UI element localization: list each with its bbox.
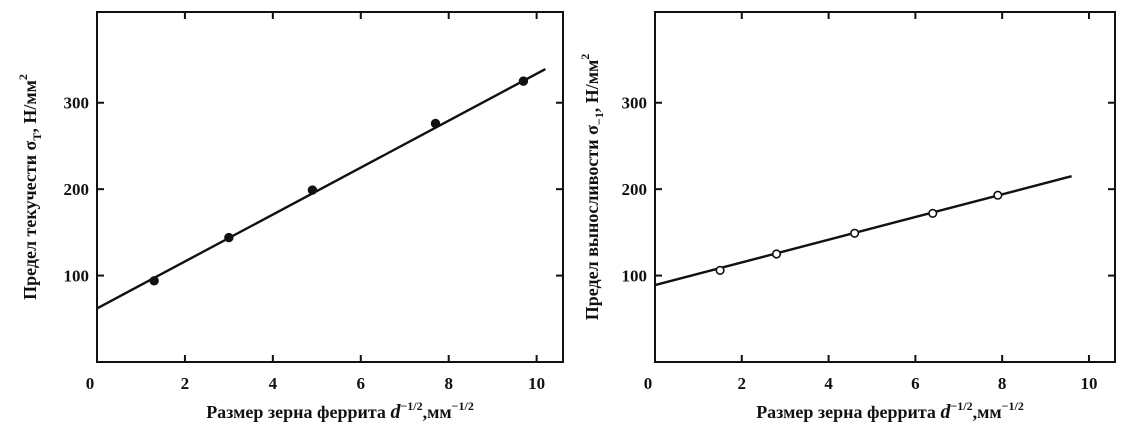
- x-tick-label: 6: [357, 374, 366, 393]
- data-point: [993, 190, 1003, 200]
- x-axis-label-variable-exponent: −1/2: [400, 399, 422, 413]
- x-axis-label-main: Размер зерна феррита: [206, 402, 390, 422]
- y-axis-label-superscript: 2: [16, 74, 30, 80]
- x-tick-label: 8: [444, 374, 453, 393]
- y-axis-label: Предел текучести σT, Н/мм2: [16, 74, 44, 300]
- x-axis-label-variable: d: [940, 401, 951, 423]
- data-point: [518, 76, 529, 86]
- y-axis-label-main: Предел выносливости σ: [582, 125, 602, 320]
- plot-frame: [96, 11, 564, 363]
- x-tick-label: 4: [269, 374, 278, 393]
- y-axis-label-subscript: −1: [592, 112, 606, 125]
- y-tick-label: 100: [64, 267, 90, 286]
- x-tick-label: 2: [181, 374, 190, 393]
- x-axis-label-variable: d: [390, 401, 401, 423]
- y-axis-label-main: Предел текучести σ: [20, 140, 40, 299]
- plot-frame: [654, 11, 1116, 363]
- fit-line: [96, 67, 546, 310]
- data-point: [149, 276, 159, 286]
- y-tick-label: 200: [622, 180, 648, 199]
- data-point: [850, 228, 860, 238]
- x-tick-label: 10: [1080, 374, 1097, 393]
- data-point: [224, 232, 234, 243]
- data-point: [430, 118, 441, 129]
- data-point: [307, 185, 318, 195]
- fatigue-limit-chart: 0 2 4 6 8 10 100 200 300 Предел выносливости σ−1,…: [578, 11, 1116, 423]
- x-tick-label: 4: [824, 374, 833, 393]
- y-axis-label-superscript: 2: [578, 54, 592, 60]
- x-axis-label-unit: ,мм: [973, 402, 1002, 422]
- x-axis-label-unit-exponent: −1/2: [1002, 399, 1024, 413]
- x-tick-label: 0: [86, 374, 95, 393]
- x-tick-label: 10: [528, 374, 545, 393]
- data-point: [715, 265, 725, 275]
- x-axis-label-unit-exponent: −1/2: [452, 399, 474, 413]
- y-tick-label: 300: [622, 94, 648, 113]
- y-axis-label-unit: , Н/мм: [582, 60, 602, 113]
- yield-strength-chart: 0 2 4 6 8 10 100 200 300 Предел текучести σT, Н/м…: [16, 11, 564, 423]
- y-axis-label: Предел выносливости σ−1, Н/мм2: [578, 54, 606, 321]
- x-axis-label-variable-exponent: −1/2: [950, 399, 972, 413]
- x-axis-label-unit: ,мм: [423, 402, 452, 422]
- x-axis-label: Размер зерна феррита d−1/2,мм−1/2: [206, 399, 474, 423]
- x-tick-label: 2: [738, 374, 747, 393]
- x-tick-label: 6: [911, 374, 920, 393]
- x-tick-label: 0: [644, 374, 653, 393]
- y-axis-label-subscript: T: [30, 133, 44, 141]
- data-point: [928, 208, 938, 218]
- data-point: [771, 249, 782, 259]
- x-tick-label: 8: [998, 374, 1007, 393]
- y-tick-label: 100: [622, 267, 648, 286]
- y-tick-label: 300: [64, 94, 90, 113]
- y-axis-label-unit: , Н/мм: [20, 80, 40, 133]
- x-axis-label: Размер зерна феррита d−1/2,мм−1/2: [756, 399, 1024, 423]
- x-axis-label-main: Размер зерна феррита: [756, 402, 940, 422]
- y-tick-label: 200: [64, 180, 90, 199]
